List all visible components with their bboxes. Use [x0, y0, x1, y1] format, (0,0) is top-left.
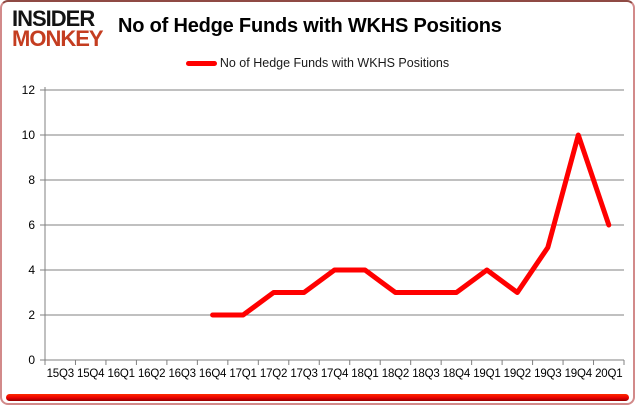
insider-monkey-logo: INSIDER MONKEY [12, 6, 104, 52]
series-line [210, 132, 612, 318]
x-tick-label: 16Q2 [138, 368, 165, 380]
x-tick-label: 17Q1 [229, 368, 256, 380]
x-tick-label: 19Q1 [473, 368, 500, 380]
x-tick-label: 19Q4 [565, 368, 593, 380]
legend-line-swatch [185, 60, 217, 66]
y-tick-label: 6 [28, 218, 35, 232]
x-tick-label: 18Q1 [351, 368, 378, 380]
x-tick-label: 18Q2 [382, 368, 409, 380]
bottom-accent-bar [6, 394, 629, 401]
legend: No of Hedge Funds with WKHS Positions [2, 56, 633, 70]
x-tick-label: 15Q3 [47, 368, 74, 380]
x-tick-label: 15Q4 [77, 368, 105, 380]
x-tick-label: 18Q3 [412, 368, 439, 380]
legend-label: No of Hedge Funds with WKHS Positions [219, 56, 450, 70]
y-tick-label: 12 [22, 83, 36, 97]
x-tick-label: 17Q3 [290, 368, 317, 380]
chart-title: No of Hedge Funds with WKHS Positions [118, 15, 502, 37]
x-tick-label: 20Q1 [595, 368, 622, 380]
x-tick-label: 16Q3 [168, 368, 195, 380]
x-tick-label: 19Q2 [504, 368, 531, 380]
y-tick-label: 10 [22, 128, 36, 142]
logo-line-monkey: MONKEY [12, 26, 104, 52]
y-tick-label: 2 [28, 308, 35, 322]
y-tick-label: 8 [28, 173, 35, 187]
x-tick-label: 17Q4 [321, 368, 349, 380]
x-tick-label: 17Q2 [260, 368, 287, 380]
x-tick-label: 19Q3 [534, 368, 561, 380]
y-tick-label: 0 [28, 353, 35, 367]
x-tick-label: 16Q4 [199, 368, 227, 380]
y-tick-label: 4 [28, 263, 35, 277]
x-tick-label: 16Q1 [108, 368, 135, 380]
x-tick-label: 18Q4 [443, 368, 471, 380]
logo-line-insider: INSIDER [12, 6, 95, 31]
